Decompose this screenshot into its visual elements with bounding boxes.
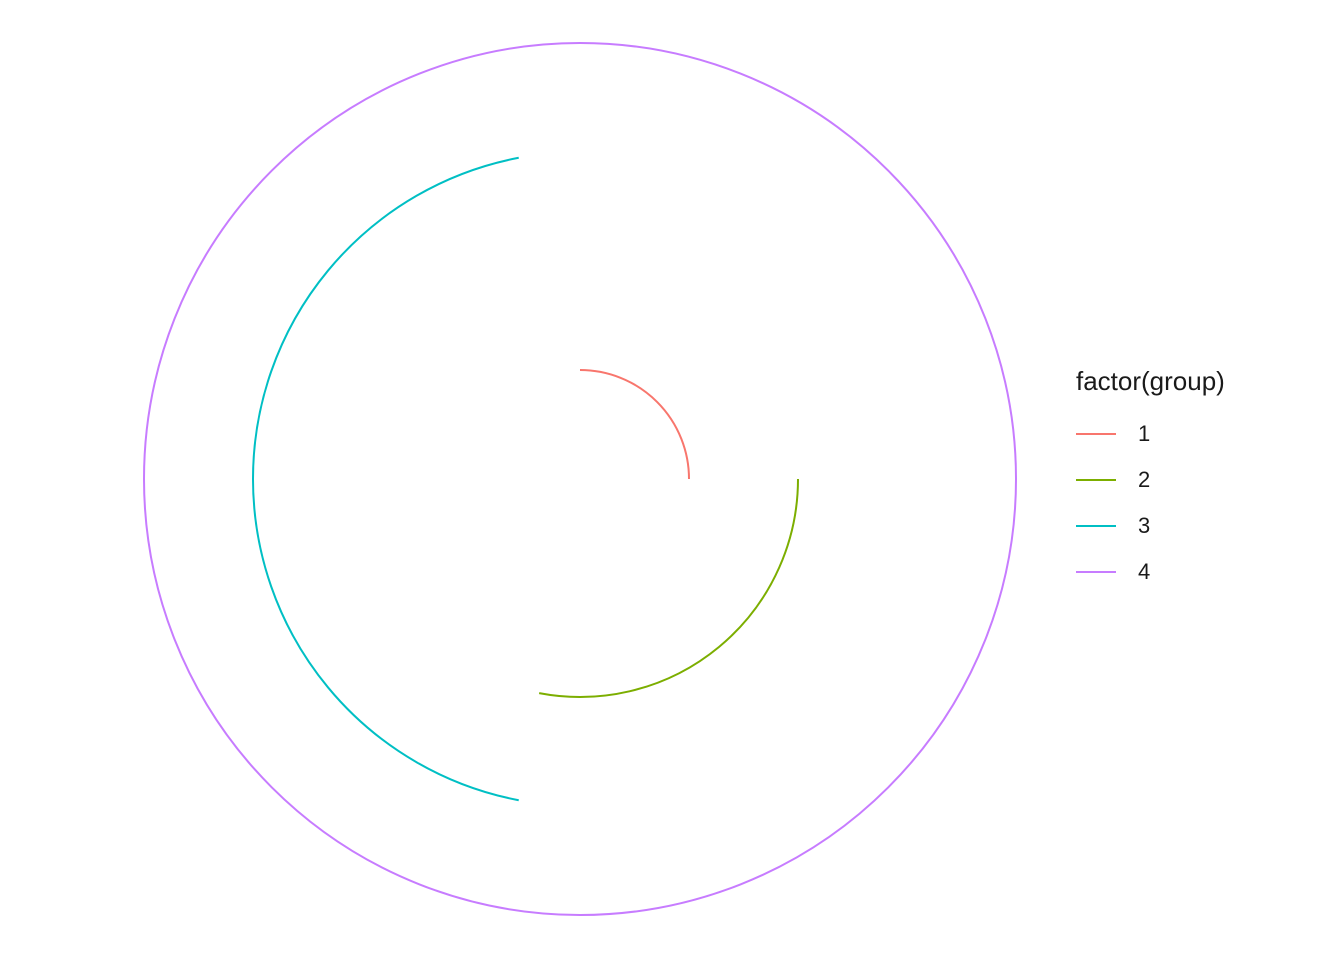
legend-label-2: 2 xyxy=(1138,467,1151,492)
legend-key-1 xyxy=(1076,433,1116,435)
series-2-arc xyxy=(538,478,799,698)
legend-key-4 xyxy=(1076,571,1116,573)
legend-title: factor(group) xyxy=(1076,366,1225,396)
series-1-arc xyxy=(579,369,690,480)
legend-key-2 xyxy=(1076,479,1116,481)
plot-arcs xyxy=(143,42,1017,916)
legend: factor(group) 1 2 3 4 xyxy=(1076,366,1225,595)
legend-key-3 xyxy=(1076,525,1116,527)
legend-label-3: 3 xyxy=(1138,513,1151,538)
legend-item-4: 4 xyxy=(1076,549,1225,595)
series-3-arc xyxy=(251,156,519,802)
legend-label-1: 1 xyxy=(1138,421,1151,446)
legend-item-3: 3 xyxy=(1076,503,1225,549)
legend-label-4: 4 xyxy=(1138,559,1151,584)
series-4-arc xyxy=(143,42,1017,916)
legend-item-1: 1 xyxy=(1076,411,1225,457)
legend-item-2: 2 xyxy=(1076,457,1225,503)
